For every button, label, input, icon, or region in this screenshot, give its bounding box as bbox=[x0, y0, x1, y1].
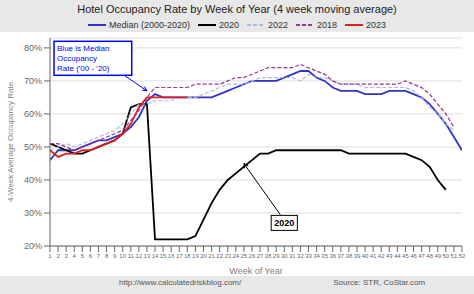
html-text:Hotel Occupancy Rate by Week o: Hotel Occupancy Rate by Week of Year (4 … bbox=[77, 3, 397, 15]
svg-text:27: 27 bbox=[257, 253, 264, 259]
svg-text:2020: 2020 bbox=[274, 218, 294, 228]
svg-text:2: 2 bbox=[56, 253, 60, 259]
svg-text:33: 33 bbox=[305, 253, 312, 259]
svg-text:45: 45 bbox=[402, 253, 409, 259]
svg-text:15: 15 bbox=[160, 253, 167, 259]
html-text:2018: 2018 bbox=[317, 20, 338, 30]
svg-text:17: 17 bbox=[176, 253, 183, 259]
svg-text:28: 28 bbox=[265, 253, 272, 259]
svg-text:25: 25 bbox=[241, 253, 248, 259]
svg-text:32: 32 bbox=[297, 253, 304, 259]
svg-text:43: 43 bbox=[386, 253, 393, 259]
svg-text:12: 12 bbox=[136, 253, 143, 259]
svg-text:6: 6 bbox=[89, 253, 93, 259]
svg-text:52: 52 bbox=[459, 253, 466, 259]
svg-text:10: 10 bbox=[119, 253, 126, 259]
svg-text:41: 41 bbox=[370, 253, 377, 259]
html-text:Median (2000-2020): Median (2000-2020) bbox=[108, 20, 190, 30]
svg-text:21: 21 bbox=[208, 253, 215, 259]
svg-text:Week of Year: Week of Year bbox=[229, 266, 282, 276]
svg-text:46: 46 bbox=[410, 253, 417, 259]
svg-text:19: 19 bbox=[192, 253, 199, 259]
svg-text:23: 23 bbox=[224, 253, 231, 259]
svg-text:24: 24 bbox=[232, 253, 239, 259]
svg-text:42: 42 bbox=[378, 253, 385, 259]
svg-text:20%: 20% bbox=[24, 241, 42, 251]
svg-text:40%: 40% bbox=[24, 175, 42, 185]
svg-text:35: 35 bbox=[321, 253, 328, 259]
svg-text:4: 4 bbox=[73, 253, 77, 259]
svg-text:9: 9 bbox=[113, 253, 117, 259]
svg-text:26: 26 bbox=[249, 253, 256, 259]
svg-text:14: 14 bbox=[152, 253, 159, 259]
svg-text:20: 20 bbox=[200, 253, 207, 259]
svg-text:51: 51 bbox=[451, 253, 458, 259]
svg-text:16: 16 bbox=[168, 253, 175, 259]
svg-text:49: 49 bbox=[434, 253, 441, 259]
svg-text:37: 37 bbox=[337, 253, 344, 259]
html-text:2020: 2020 bbox=[219, 20, 239, 30]
svg-text:18: 18 bbox=[184, 253, 191, 259]
html-text:http://www.calculatedriskblog.: http://www.calculatedriskblog.com/ bbox=[119, 278, 242, 287]
svg-text:70%: 70% bbox=[24, 76, 42, 86]
html-text:Source: STR, CoStar.com: Source: STR, CoStar.com bbox=[333, 278, 426, 287]
svg-text:60%: 60% bbox=[24, 109, 42, 119]
svg-text:36: 36 bbox=[329, 253, 336, 259]
svg-text:34: 34 bbox=[313, 253, 320, 259]
svg-text:4-Week Average Occupancy Rate: 4-Week Average Occupancy Rate bbox=[8, 81, 15, 202]
svg-text:30: 30 bbox=[281, 253, 288, 259]
svg-text:44: 44 bbox=[394, 253, 401, 259]
svg-text:3: 3 bbox=[64, 253, 68, 259]
svg-text:11: 11 bbox=[128, 253, 135, 259]
svg-text:38: 38 bbox=[346, 253, 353, 259]
svg-text:7: 7 bbox=[97, 253, 101, 259]
html-text:2023: 2023 bbox=[366, 20, 387, 30]
svg-text:22: 22 bbox=[216, 253, 223, 259]
svg-text:50: 50 bbox=[442, 253, 449, 259]
svg-text:48: 48 bbox=[426, 253, 433, 259]
html-text:2022: 2022 bbox=[268, 20, 288, 30]
svg-text:30%: 30% bbox=[24, 208, 42, 218]
svg-text:39: 39 bbox=[354, 253, 361, 259]
svg-text:47: 47 bbox=[418, 253, 425, 259]
svg-text:31: 31 bbox=[289, 253, 296, 259]
svg-text:13: 13 bbox=[144, 253, 151, 259]
svg-text:8: 8 bbox=[105, 253, 109, 259]
svg-text:1: 1 bbox=[48, 253, 52, 259]
svg-text:80%: 80% bbox=[24, 43, 42, 53]
svg-text:Blue is MedianOccupancyRate (': Blue is MedianOccupancyRate ('00 - '20) bbox=[57, 44, 110, 73]
svg-text:29: 29 bbox=[273, 253, 280, 259]
svg-text:50%: 50% bbox=[24, 142, 42, 152]
svg-text:40: 40 bbox=[362, 253, 369, 259]
svg-text:5: 5 bbox=[81, 253, 85, 259]
